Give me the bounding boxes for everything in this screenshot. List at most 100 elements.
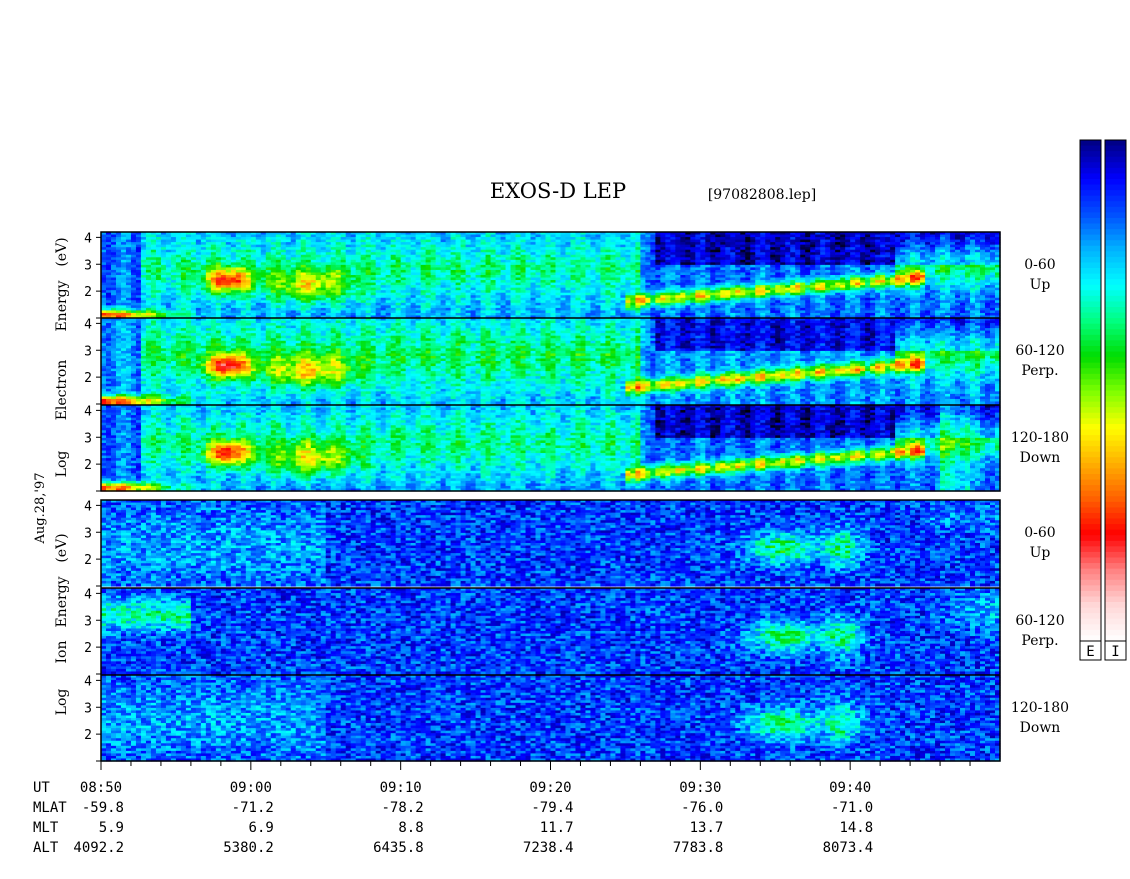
spectrogram-cell xyxy=(370,315,377,319)
spectrogram-cell xyxy=(405,242,412,246)
spectrogram-cell xyxy=(155,305,162,309)
spectrogram-cell xyxy=(395,242,402,246)
spectrogram-cell xyxy=(325,300,332,304)
spectrogram-cell xyxy=(180,305,187,309)
spectrogram-cell xyxy=(385,242,392,246)
spectrogram-cell xyxy=(195,249,202,253)
spectrogram-cell xyxy=(315,264,322,269)
spectrogram-cell xyxy=(325,232,332,236)
spectrogram-cell xyxy=(440,277,447,281)
spectrogram-cell xyxy=(330,269,337,274)
spectrogram-cell xyxy=(145,277,152,281)
spectrogram-cell xyxy=(390,305,397,309)
spectrogram-cell xyxy=(165,257,172,261)
spectrogram-cell xyxy=(205,242,212,246)
spectrogram-cell xyxy=(225,264,232,269)
spectrogram-cell xyxy=(130,234,137,238)
spectrogram-cell xyxy=(475,234,482,238)
spectrogram-cell xyxy=(135,297,142,301)
spectrogram-cell xyxy=(290,272,297,276)
spectrogram-cell xyxy=(250,295,257,299)
spectrogram-cell xyxy=(300,257,307,261)
spectrogram-cell xyxy=(470,262,477,266)
spectrogram-cell xyxy=(260,264,267,269)
spectrogram-cell xyxy=(365,237,372,241)
spectrogram-cell xyxy=(115,237,122,241)
spectrogram-cell xyxy=(330,239,337,243)
spectrogram-cell xyxy=(150,252,157,256)
spectrogram-cell xyxy=(370,267,377,271)
spectrogram-cell xyxy=(440,315,447,319)
spectrogram-cell xyxy=(390,269,397,274)
spectrogram-cell xyxy=(365,262,372,266)
spectrogram-cell xyxy=(395,307,402,312)
spectrogram-cell xyxy=(335,257,342,261)
spectrogram-cell xyxy=(210,307,217,312)
spectrogram-cell xyxy=(390,249,397,253)
spectrogram-cell xyxy=(325,277,332,281)
spectrogram-cell xyxy=(195,244,202,248)
spectrogram-cell xyxy=(255,277,262,281)
spectrogram-cell xyxy=(385,232,392,236)
spectrogram-cell xyxy=(295,297,302,301)
spectrogram-cell xyxy=(310,232,317,236)
spectrogram-cell xyxy=(470,312,477,317)
spectrogram-cell xyxy=(270,244,277,248)
spectrogram-cell xyxy=(375,247,382,251)
spectrogram-cell xyxy=(315,262,322,266)
spectrogram-cell xyxy=(330,234,337,238)
spectrogram-cell xyxy=(125,252,132,256)
spectrogram-cell xyxy=(390,277,397,281)
spectrogram-cell xyxy=(140,305,147,309)
spectrogram-cell xyxy=(101,252,107,256)
spectrogram-cell xyxy=(185,280,192,284)
spectrogram-cell xyxy=(115,280,122,284)
spectrogram-cell xyxy=(370,262,377,266)
spectrogram-cell xyxy=(155,244,162,248)
spectrogram-cell xyxy=(405,312,412,317)
spectrogram-cell xyxy=(170,267,177,271)
spectrogram-cell xyxy=(425,287,432,291)
spectrogram-cell xyxy=(210,247,217,251)
spectrogram-cell xyxy=(250,307,257,312)
spectrogram-cell xyxy=(470,259,477,263)
spectrogram-cell xyxy=(135,302,142,306)
spectrogram-cell xyxy=(315,269,322,274)
spectrogram-cell xyxy=(265,267,272,271)
spectrogram-cell xyxy=(325,312,332,317)
spectrogram-cell xyxy=(385,287,392,291)
spectrogram-cell xyxy=(450,290,457,294)
spectrogram-cell xyxy=(165,290,172,294)
spectrogram-cell xyxy=(280,237,287,241)
spectrogram-cell xyxy=(240,252,247,256)
spectrogram-cell xyxy=(235,254,242,258)
spectrogram-cell xyxy=(435,234,442,238)
spectrogram-cell xyxy=(160,249,167,253)
spectrogram-cell xyxy=(440,305,447,309)
spectrogram-cell xyxy=(250,264,257,269)
spectrogram-cell xyxy=(330,242,337,246)
spectrogram-cell xyxy=(210,244,217,248)
spectrogram-cell xyxy=(110,305,117,309)
spectrogram-cell xyxy=(445,290,452,294)
spectrogram-cell xyxy=(170,310,177,314)
spectrogram-cell xyxy=(125,262,132,266)
spectrogram-cell xyxy=(380,272,387,276)
spectrogram-cell xyxy=(165,267,172,271)
spectrogram-cell xyxy=(185,254,192,258)
spectrogram-cell xyxy=(160,280,167,284)
spectrogram-cell xyxy=(310,267,317,271)
spectrogram-cell xyxy=(135,282,142,286)
spectrogram-cell xyxy=(420,239,427,243)
spectrogram-cell xyxy=(450,252,457,256)
spectrogram-cell xyxy=(320,287,327,291)
spectrogram-cell xyxy=(435,287,442,291)
spectrogram-cell xyxy=(420,257,427,261)
spectrogram-cell xyxy=(375,310,382,314)
spectrogram-cell xyxy=(300,267,307,271)
spectrogram-cell xyxy=(300,269,307,274)
spectrogram-cell xyxy=(435,307,442,312)
spectrogram-cell xyxy=(415,264,422,269)
spectrogram-cell xyxy=(155,259,162,263)
spectrogram-cell xyxy=(200,264,207,269)
